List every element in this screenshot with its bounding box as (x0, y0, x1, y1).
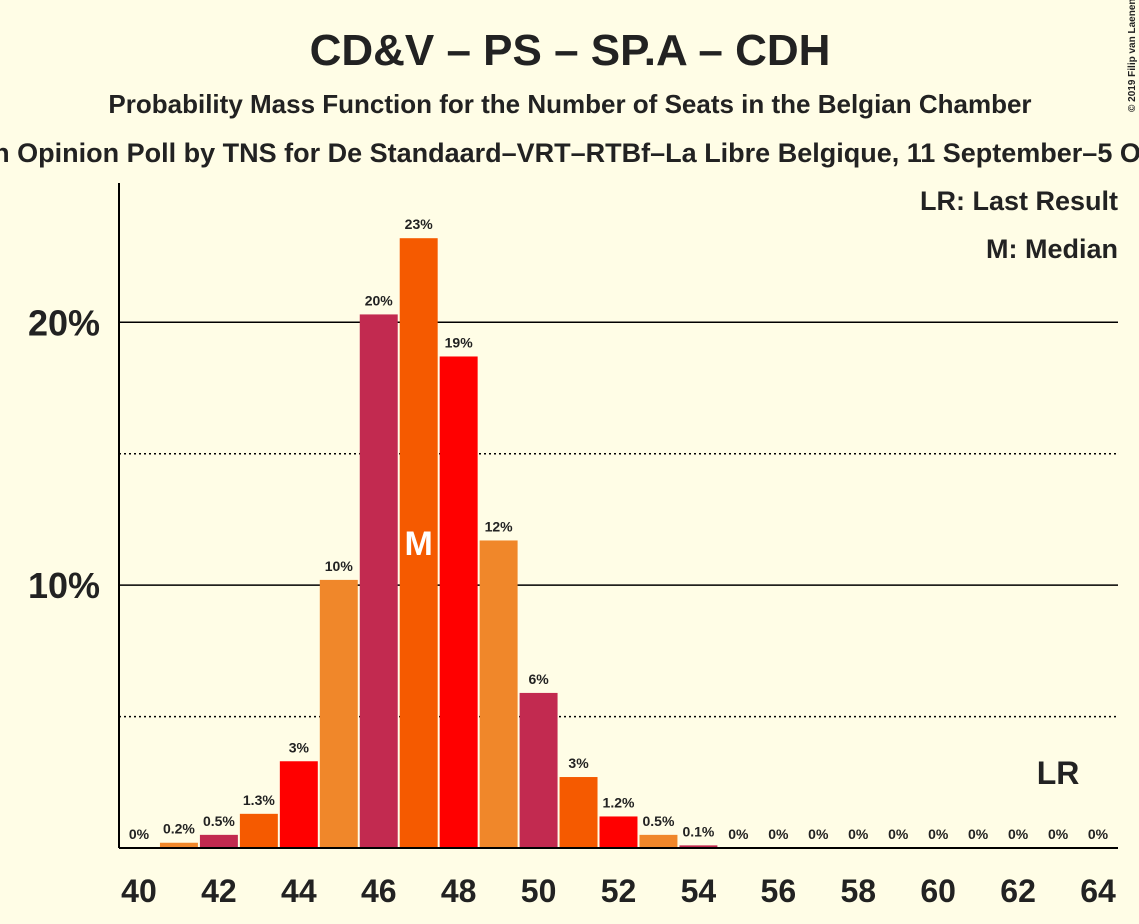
last-result-marker: LR (1037, 755, 1080, 791)
x-tick-label: 44 (281, 873, 317, 909)
x-tick-label: 48 (441, 873, 477, 909)
x-tick-label: 46 (361, 873, 397, 909)
bar (599, 816, 638, 848)
value-label: 20% (365, 292, 394, 308)
legend-entry: M: Median (986, 234, 1118, 264)
value-label: 0.1% (682, 823, 714, 839)
value-label: 0.5% (203, 813, 235, 829)
bar (639, 834, 678, 848)
median-marker: M (405, 525, 433, 563)
chart-subtitle: Based on an Opinion Poll by TNS for De S… (0, 138, 1139, 168)
value-label: 0% (848, 826, 869, 842)
bar (679, 845, 718, 848)
bar (199, 834, 238, 848)
value-label: 12% (485, 518, 514, 534)
copyright: © 2019 Filip van Laenen (1127, 0, 1138, 112)
bar (239, 813, 278, 848)
x-tick-label: 60 (920, 873, 956, 909)
value-label: 0.5% (642, 813, 674, 829)
value-label: 0% (728, 826, 749, 842)
value-label: 0% (1008, 826, 1029, 842)
value-label: 23% (405, 216, 434, 232)
x-tick-label: 64 (1080, 873, 1116, 909)
value-label: 0% (1048, 826, 1069, 842)
bar (559, 777, 598, 848)
value-label: 3% (568, 755, 589, 771)
bar (519, 692, 558, 848)
x-tick-label: 40 (121, 873, 157, 909)
value-label: 6% (528, 671, 549, 687)
value-label: 0% (808, 826, 829, 842)
value-label: 0% (1088, 826, 1109, 842)
x-tick-label: 56 (761, 873, 797, 909)
bar (319, 579, 358, 848)
x-tick-label: 42 (201, 873, 237, 909)
bar (439, 356, 478, 848)
bar (399, 238, 438, 848)
x-tick-label: 52 (601, 873, 637, 909)
y-tick-label: 20% (28, 302, 100, 343)
value-label: 3% (289, 739, 310, 755)
chart-title: CD&V – PS – SP.A – CDH (310, 26, 831, 75)
x-tick-label: 62 (1000, 873, 1036, 909)
x-tick-label: 50 (521, 873, 557, 909)
chart-subtitle: Probability Mass Function for the Number… (108, 89, 1031, 119)
bar (279, 761, 318, 848)
value-label: 0% (768, 826, 789, 842)
bar (479, 540, 518, 848)
value-label: 0% (129, 826, 150, 842)
value-label: 0% (968, 826, 989, 842)
bar (359, 314, 398, 848)
value-label: 10% (325, 558, 354, 574)
value-label: 0% (928, 826, 949, 842)
bar (159, 842, 198, 848)
x-tick-label: 58 (840, 873, 876, 909)
value-label: 1.3% (243, 792, 275, 808)
value-label: 0.2% (163, 821, 195, 837)
value-label: 0% (888, 826, 909, 842)
legend-entry: LR: Last Result (920, 186, 1118, 216)
value-label: 1.2% (603, 794, 635, 810)
x-tick-label: 54 (681, 873, 717, 909)
y-tick-label: 10% (28, 565, 100, 606)
value-label: 19% (445, 334, 474, 350)
